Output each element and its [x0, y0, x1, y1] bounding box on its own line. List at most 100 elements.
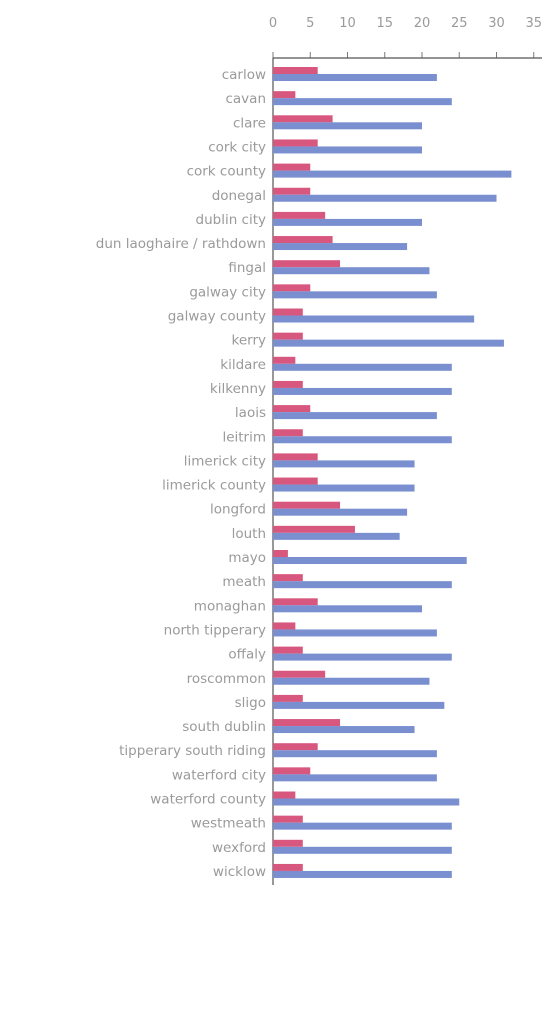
- bar-series2: [273, 557, 467, 564]
- bar-series1: [273, 163, 311, 171]
- bar-series2: [273, 605, 422, 613]
- bar-series1: [273, 646, 303, 654]
- bar-series2: [273, 436, 452, 444]
- bar-series2: [273, 532, 400, 540]
- x-tick-label: 5: [306, 16, 314, 31]
- category-label: mayo: [228, 550, 266, 566]
- category-label: waterford county: [150, 792, 266, 808]
- bar-series1: [273, 550, 288, 557]
- category-label: donegal: [212, 188, 266, 204]
- bar-series1: [273, 501, 341, 509]
- category-label: kildare: [220, 357, 266, 373]
- category-label: fingal: [228, 260, 266, 276]
- bar-series2: [273, 98, 452, 106]
- bar-series2: [273, 701, 445, 709]
- bar-series2: [273, 291, 437, 299]
- category-label: kerry: [232, 333, 267, 349]
- category-label: dun laoghaire / rathdown: [96, 236, 266, 252]
- bar-series1: [273, 405, 311, 413]
- category-label: cork city: [208, 139, 266, 155]
- bar-series2: [273, 629, 437, 637]
- bar-series2: [273, 194, 497, 202]
- category-label: clare: [233, 115, 266, 131]
- category-label: meath: [222, 574, 266, 590]
- bar-series2: [273, 267, 430, 275]
- bar-series2: [273, 726, 415, 734]
- bar-series2: [273, 798, 460, 806]
- bar-series2: [273, 412, 437, 420]
- bar-series1: [273, 863, 303, 871]
- bar-series2: [273, 870, 452, 878]
- bar-series2: [273, 460, 415, 468]
- axes: [272, 57, 542, 885]
- category-label: galway county: [168, 309, 266, 325]
- bar-series1: [273, 598, 318, 606]
- category-labels: carlow cavan clare cork city cork county done…: [96, 67, 266, 880]
- category-label: cavan: [225, 91, 266, 107]
- category-label: longford: [210, 502, 266, 518]
- category-label: dublin city: [196, 212, 267, 228]
- bar-series1: [273, 767, 311, 775]
- bar-series1: [273, 380, 303, 388]
- bar-series1: [273, 429, 303, 437]
- bar-series1: [273, 453, 318, 461]
- bar-series2: [273, 170, 512, 178]
- bar-series1: [273, 91, 296, 99]
- category-label: carlow: [222, 67, 266, 83]
- category-label: waterford city: [172, 767, 266, 783]
- x-tick-label: 30: [488, 16, 505, 31]
- category-label: limerick county: [162, 478, 266, 494]
- bar-series1: [273, 260, 341, 268]
- category-label: offaly: [228, 647, 266, 663]
- bar-series1: [273, 670, 326, 678]
- bar-series2: [273, 315, 475, 323]
- bar-series2: [273, 243, 408, 251]
- category-label: south dublin: [182, 719, 266, 735]
- bar-series2: [273, 750, 437, 758]
- category-label: wicklow: [213, 864, 266, 880]
- bar-series2: [273, 122, 422, 130]
- bar-series1: [273, 815, 303, 823]
- category-label: galway city: [189, 284, 266, 300]
- bar-series2: [273, 653, 452, 661]
- bar-series1: [273, 67, 318, 74]
- bar-series1: [273, 574, 303, 582]
- bar-series2: [273, 484, 415, 492]
- bar-series1: [273, 139, 318, 147]
- x-tick-label: 25: [451, 16, 468, 31]
- bar-series1: [273, 211, 326, 219]
- category-label: north tipperary: [164, 622, 266, 638]
- bar-series2: [273, 774, 437, 782]
- x-axis-ticks: 0 5 10 15 20 25 30 35: [269, 16, 542, 58]
- bar-series2: [273, 846, 452, 854]
- bar-series1: [273, 236, 333, 244]
- bar-series1: [273, 839, 303, 847]
- bar-series2: [273, 363, 452, 371]
- bar-series1: [273, 743, 318, 751]
- x-tick-label: 0: [269, 16, 277, 31]
- bar-series1: [273, 477, 318, 485]
- bar-series2: [273, 822, 452, 830]
- bar-series2: [273, 581, 452, 589]
- bar-series1: [273, 284, 311, 292]
- bar-series1: [273, 115, 333, 123]
- bar-series1: [273, 332, 303, 340]
- category-label: leitrim: [222, 429, 266, 445]
- bar-series1: [273, 622, 296, 630]
- bar-series2: [273, 218, 422, 226]
- category-label: westmeath: [191, 816, 266, 832]
- category-label: monaghan: [194, 598, 266, 614]
- category-label: tipperary south riding: [119, 743, 266, 759]
- x-tick-label: 15: [376, 16, 393, 31]
- bar-series1: [273, 525, 355, 533]
- category-label: kilkenny: [210, 381, 266, 397]
- bar-series1: [273, 719, 341, 727]
- bar-series2: [273, 146, 422, 154]
- bar-series1: [273, 356, 296, 364]
- category-label: laois: [235, 405, 266, 421]
- x-tick-label: 10: [339, 16, 356, 31]
- bar-series1: [273, 187, 311, 195]
- bar-series1: [273, 308, 303, 316]
- category-label: sligo: [235, 695, 266, 711]
